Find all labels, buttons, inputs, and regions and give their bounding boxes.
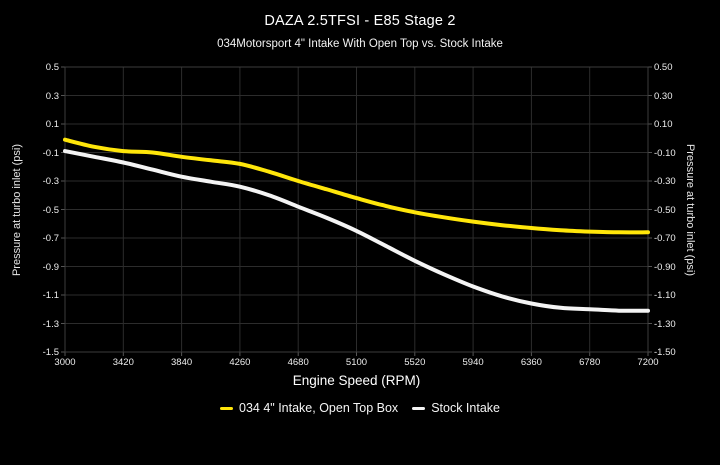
right-y-axis-title: Pressure at turbo inlet (psi) <box>684 143 696 277</box>
x-tick-label: 5100 <box>345 357 368 368</box>
legend-label-034-intake: 034 4" Intake, Open Top Box <box>239 401 399 415</box>
y-tick-label-left: -0.7 <box>42 233 59 244</box>
x-tick-label: 5940 <box>462 357 484 368</box>
legend: 034 4" Intake, Open Top Box Stock Intake <box>0 401 720 415</box>
chart-subtitle: 034Motorsport 4" Intake With Open Top vs… <box>217 38 503 50</box>
y-tick-label-right: -0.70 <box>654 233 676 244</box>
y-tick-label-left: 0.1 <box>45 119 59 130</box>
y-tick-label-right: 0.30 <box>654 90 673 102</box>
x-tick-label: 7200 <box>637 357 659 368</box>
series-line-034-intake <box>63 137 650 235</box>
plot-area <box>61 66 652 356</box>
y-tick-label-left: -1.1 <box>42 290 59 301</box>
x-tick-label: 6780 <box>579 357 601 368</box>
x-tick-label: 4260 <box>229 357 251 368</box>
x-tick-label: 3840 <box>171 357 193 368</box>
y-tick-label-left: -1.3 <box>42 318 59 330</box>
y-tick-label-right: -0.30 <box>654 176 676 187</box>
x-tick-label: 3420 <box>112 357 134 368</box>
y-tick-label-left: -0.1 <box>42 147 59 159</box>
x-axis-title: Engine Speed (RPM) <box>292 373 421 388</box>
y-tick-label-right: 0.50 <box>654 62 673 73</box>
series-line-stock-intake <box>63 149 650 313</box>
y-tick-label-left: -0.9 <box>42 261 59 273</box>
y-tick-label-right: -1.50 <box>654 347 676 358</box>
chart-title: DAZA 2.5TFSI - E85 Stage 2 <box>264 13 456 29</box>
x-tick-label: 4680 <box>287 357 309 368</box>
y-tick-label-left: -0.5 <box>42 204 59 216</box>
y-tick-label-left: 0.5 <box>45 62 59 73</box>
y-tick-label-right: -0.50 <box>654 204 676 216</box>
y-tick-label-left: 0.3 <box>45 90 59 102</box>
plot-border <box>64 66 649 353</box>
series-lines <box>63 137 650 313</box>
x-tick-label: 5520 <box>404 357 426 368</box>
y-tick-label-left: -1.5 <box>42 347 59 358</box>
x-tick-label: 3000 <box>54 357 76 368</box>
x-tick-label: 6360 <box>520 357 542 368</box>
legend-item-034-intake: 034 4" Intake, Open Top Box <box>220 401 398 415</box>
legend-dash-034-intake <box>220 406 233 410</box>
y-tick-label-right: -1.10 <box>654 290 676 301</box>
y-tick-label-right: 0.10 <box>654 119 673 130</box>
y-tick-label-left: -0.3 <box>42 176 59 187</box>
y-tick-label-right: -0.90 <box>654 261 676 273</box>
axis-tick-marks <box>61 66 652 356</box>
legend-dash-stock-intake <box>412 406 426 410</box>
legend-label-stock-intake: Stock Intake <box>431 401 500 415</box>
left-y-axis-title: Pressure at turbo inlet (psi) <box>11 143 23 277</box>
y-tick-label-right: -1.30 <box>654 318 676 330</box>
y-tick-label-right: -0.10 <box>654 147 676 159</box>
legend-item-stock-intake: Stock Intake <box>412 401 500 415</box>
